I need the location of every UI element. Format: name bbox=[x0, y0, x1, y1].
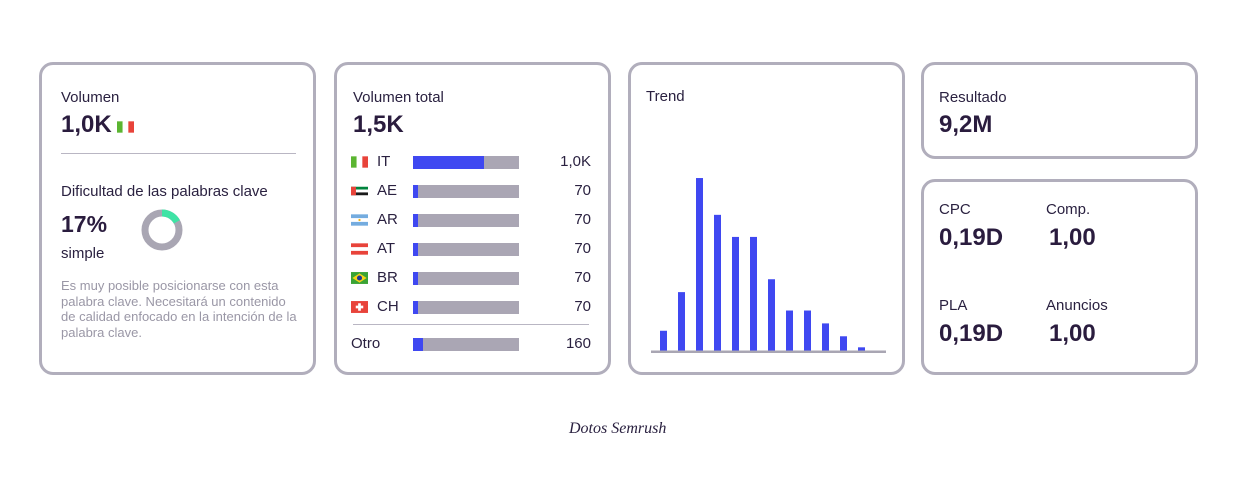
volume-bar bbox=[413, 243, 519, 256]
difficulty-title: Dificultad de las palabras clave bbox=[61, 183, 268, 200]
difficulty-description: Es muy posible posicionarse con esta pal… bbox=[61, 278, 297, 340]
country-volume: 70 bbox=[574, 182, 591, 199]
metrics-card: CPC 0,19D Comp. 1,00 PLA 0,19D Anuncios … bbox=[921, 179, 1198, 375]
total-volume-value: 1,5K bbox=[353, 111, 404, 138]
result-value: 9,2M bbox=[939, 111, 993, 138]
volume-bar bbox=[413, 301, 519, 314]
difficulty-value: 17% bbox=[61, 211, 108, 237]
volume-bar-fill bbox=[413, 272, 419, 285]
trend-title: Trend bbox=[646, 88, 685, 105]
austria-flag-icon bbox=[351, 243, 368, 255]
comp-label: Comp. bbox=[1046, 201, 1091, 218]
uae-flag-icon bbox=[351, 185, 368, 197]
volume-bar-fill bbox=[413, 301, 419, 314]
volume-bar-fill bbox=[413, 243, 419, 256]
trend-bar bbox=[786, 310, 793, 351]
country-code: AT bbox=[377, 240, 396, 257]
country-volume: 70 bbox=[574, 211, 591, 228]
volume-bar-fill bbox=[413, 214, 419, 227]
total-volume-title: Volumen total bbox=[353, 89, 444, 106]
trend-bar bbox=[822, 323, 829, 351]
trend-bar bbox=[678, 292, 685, 351]
italy-flag-icon bbox=[351, 156, 368, 168]
country-volume: 1,0K bbox=[560, 153, 591, 170]
country-code: CH bbox=[377, 298, 399, 315]
country-row-ar: AR 70 bbox=[351, 211, 591, 229]
ads-label: Anuncios bbox=[1046, 297, 1108, 314]
ads-value: 1,00 bbox=[1049, 320, 1096, 347]
country-volume: 70 bbox=[574, 269, 591, 286]
trend-chart bbox=[651, 178, 886, 353]
divider bbox=[61, 153, 296, 154]
country-row-it: IT 1,0K bbox=[351, 153, 591, 171]
cpc-label: CPC bbox=[939, 201, 971, 218]
volume-bar-fill bbox=[413, 338, 423, 351]
volume-title: Volumen bbox=[61, 89, 120, 106]
comp-value: 1,00 bbox=[1049, 224, 1096, 251]
volume-bar bbox=[413, 272, 519, 285]
difficulty-donut bbox=[141, 209, 183, 251]
result-card: Resultado 9,2M bbox=[921, 62, 1198, 159]
italy-flag-icon bbox=[117, 121, 134, 133]
volume-bar bbox=[413, 214, 519, 227]
country-volume: 70 bbox=[574, 240, 591, 257]
volume-bar-fill bbox=[413, 156, 485, 169]
country-volume: 70 bbox=[574, 298, 591, 315]
pla-value: 0,19D bbox=[939, 320, 1004, 347]
volume-bar-fill bbox=[413, 185, 419, 198]
country-code: BR bbox=[377, 269, 398, 286]
volume-bar bbox=[413, 156, 519, 169]
country-row-ae: AE 70 bbox=[351, 182, 591, 200]
country-code: IT bbox=[377, 153, 391, 170]
result-title: Resultado bbox=[939, 89, 1007, 106]
trend-bar bbox=[858, 347, 865, 351]
difficulty-arc bbox=[141, 209, 183, 251]
trend-card: Trend bbox=[628, 62, 905, 375]
volume-bar bbox=[413, 185, 519, 198]
trend-bar bbox=[714, 214, 721, 351]
argentina-flag-icon bbox=[351, 214, 368, 226]
country-row-ch: CH 70 bbox=[351, 298, 591, 316]
volume-value: 1,0K bbox=[61, 111, 112, 138]
volume-bar bbox=[413, 338, 519, 351]
trend-bar bbox=[750, 236, 757, 351]
trend-bar bbox=[840, 336, 847, 351]
trend-bar bbox=[696, 178, 703, 351]
country-code: AR bbox=[377, 211, 398, 228]
country-code: AE bbox=[377, 182, 398, 199]
divider bbox=[353, 324, 589, 325]
volume-card: Volumen 1,0K Dificultad de las palabras … bbox=[39, 62, 316, 375]
trend-bar bbox=[732, 236, 739, 351]
country-row-br: BR 70 bbox=[351, 269, 591, 287]
country-row-at: AT 70 bbox=[351, 240, 591, 258]
difficulty-label: simple bbox=[61, 245, 105, 262]
country-row-other: Otro 160 bbox=[351, 335, 591, 353]
brazil-flag-icon bbox=[351, 272, 368, 284]
total-volume-card: Volumen total 1,5K IT 1,0K AE 70 AR 70 A… bbox=[334, 62, 611, 375]
trend-bar bbox=[660, 330, 667, 351]
source-caption: Dotos Semrush bbox=[569, 420, 667, 437]
switzerland-flag-icon bbox=[351, 301, 368, 313]
cpc-value: 0,19D bbox=[939, 224, 1004, 251]
pla-label: PLA bbox=[939, 297, 968, 314]
trend-bar bbox=[804, 310, 811, 351]
other-label: Otro bbox=[351, 335, 381, 352]
other-volume: 160 bbox=[565, 335, 591, 352]
trend-bar bbox=[768, 279, 775, 351]
